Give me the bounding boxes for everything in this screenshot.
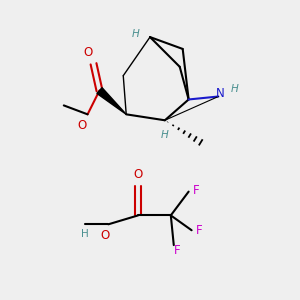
Text: O: O [134, 168, 143, 181]
Text: O: O [101, 229, 110, 242]
Text: F: F [196, 224, 202, 237]
Text: H: H [131, 29, 139, 39]
Text: N: N [215, 87, 224, 100]
Text: H: H [81, 229, 88, 239]
Text: O: O [83, 46, 92, 59]
Text: H: H [161, 130, 169, 140]
Text: F: F [193, 184, 200, 196]
Text: F: F [173, 244, 180, 257]
Polygon shape [97, 88, 126, 114]
Text: H: H [231, 84, 239, 94]
Text: O: O [77, 119, 86, 132]
